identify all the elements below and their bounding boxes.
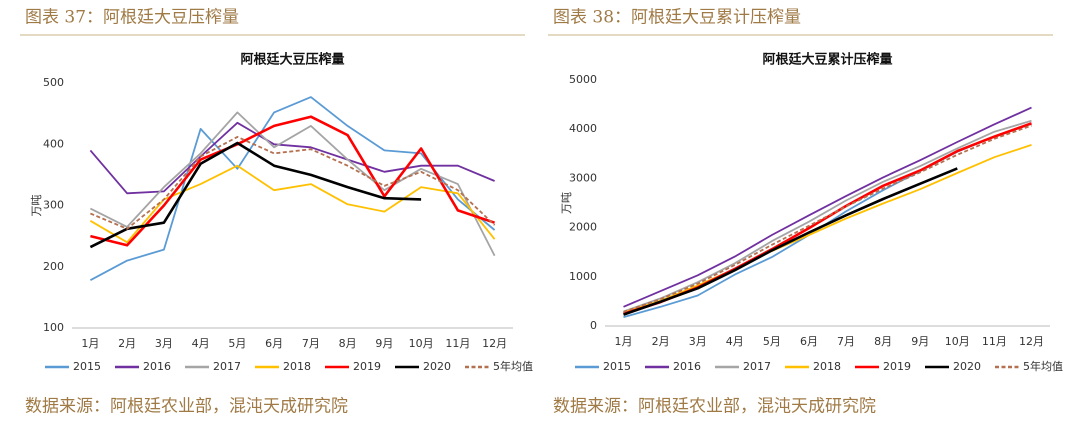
legend-label: 2016 xyxy=(673,360,701,373)
x-tick-label: 12月 xyxy=(482,337,507,350)
y-tick-label: 100 xyxy=(43,321,64,334)
series-line xyxy=(623,122,1032,315)
legend-label: 2020 xyxy=(423,360,451,373)
x-tick-label: 10月 xyxy=(945,335,970,348)
chart-title: 阿根廷大豆累计压榨量 xyxy=(762,52,892,68)
x-tick-label: 6月 xyxy=(800,335,818,348)
legend-label: 2015 xyxy=(73,360,101,373)
x-tick-label: 8月 xyxy=(874,335,892,348)
x-tick-label: 4月 xyxy=(192,337,210,350)
y-axis-label: 万吨 xyxy=(560,192,573,214)
series-line xyxy=(89,164,496,244)
x-tick-label: 7月 xyxy=(302,337,320,350)
series-line xyxy=(623,144,1032,314)
x-tick-label: 3月 xyxy=(689,335,707,348)
series-line xyxy=(90,115,496,247)
series-line xyxy=(623,119,1032,313)
legend-label: 5年均值 xyxy=(493,359,533,373)
x-tick-label: 10月 xyxy=(409,337,434,350)
x-tick-label: 7月 xyxy=(837,335,855,348)
y-tick-label: 5000 xyxy=(569,73,597,86)
legend-label: 5年均值 xyxy=(1023,359,1063,373)
legend-label: 2020 xyxy=(953,360,981,373)
series-line xyxy=(90,136,496,230)
x-tick-label: 2月 xyxy=(652,335,670,348)
x-tick-label: 11月 xyxy=(982,335,1007,348)
y-tick-label: 2000 xyxy=(569,221,597,234)
y-tick-label: 3000 xyxy=(569,171,597,184)
y-tick-label: 500 xyxy=(43,76,64,89)
y-tick-label: 300 xyxy=(43,199,64,212)
x-tick-label: 9月 xyxy=(375,337,393,350)
x-tick-label: 12月 xyxy=(1019,335,1044,348)
series-line xyxy=(89,111,496,257)
legend-label: 2018 xyxy=(813,360,841,373)
x-tick-label: 1月 xyxy=(615,335,633,348)
y-tick-label: 0 xyxy=(590,319,597,332)
series-line xyxy=(623,124,1032,313)
legend-label: 2019 xyxy=(353,360,381,373)
x-tick-label: 9月 xyxy=(911,335,929,348)
x-tick-label: 3月 xyxy=(155,337,173,350)
y-tick-label: 4000 xyxy=(569,122,597,135)
legend-label: 2017 xyxy=(743,360,771,373)
source-note: 数据来源：阿根廷农业部，混沌天成研究院 xyxy=(553,397,876,417)
legend-label: 2017 xyxy=(213,360,241,373)
series-line xyxy=(623,167,958,316)
x-tick-label: 8月 xyxy=(339,337,357,350)
series-line xyxy=(89,121,495,195)
legend-label: 2018 xyxy=(283,360,311,373)
series-line xyxy=(89,141,422,249)
y-tick-label: 1000 xyxy=(569,270,597,283)
x-tick-label: 6月 xyxy=(265,337,283,350)
y-tick-label: 200 xyxy=(43,260,64,273)
x-tick-label: 4月 xyxy=(726,335,744,348)
x-tick-label: 1月 xyxy=(81,337,99,350)
x-tick-label: 11月 xyxy=(445,337,470,350)
y-axis-label: 万吨 xyxy=(30,195,43,217)
y-tick-label: 400 xyxy=(43,137,64,150)
x-tick-label: 2月 xyxy=(118,337,136,350)
x-tick-label: 5月 xyxy=(228,337,246,350)
source-note: 数据来源：阿根廷农业部，混沌天成研究院 xyxy=(25,397,348,417)
series-line xyxy=(623,106,1032,308)
legend-label: 2016 xyxy=(143,360,171,373)
chart-title: 阿根廷大豆压榨量 xyxy=(240,52,344,68)
legend-label: 2019 xyxy=(883,360,911,373)
figure-caption: 图表 37：阿根廷大豆压榨量 xyxy=(25,8,239,28)
legend-label: 2015 xyxy=(603,360,631,373)
x-tick-label: 5月 xyxy=(763,335,781,348)
figure-caption: 图表 38：阿根廷大豆累计压榨量 xyxy=(553,8,801,28)
